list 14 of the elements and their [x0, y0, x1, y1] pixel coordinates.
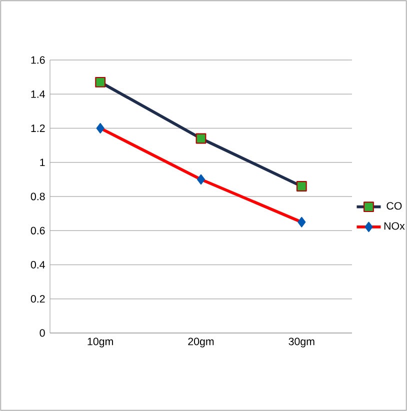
- x-tick-label: 10gm: [88, 338, 113, 348]
- y-tick-label: 1.2: [31, 124, 45, 132]
- x-tick-label: 20gm: [188, 338, 214, 348]
- y-tick-label: 1: [40, 158, 45, 166]
- x-tick-label: 30gm: [288, 338, 314, 348]
- legend-label: CO: [386, 202, 402, 210]
- legend-label: NOx: [384, 222, 405, 230]
- y-tick-label: 0.2: [30, 295, 45, 303]
- y-tick-label: 0: [40, 329, 45, 337]
- y-tick-label: 1.4: [31, 90, 45, 98]
- y-tick-label: 1.6: [31, 56, 45, 64]
- y-tick-label: 0.6: [30, 226, 45, 234]
- y-tick-label: 0.8: [30, 192, 45, 200]
- y-tick-label: 0.4: [30, 260, 45, 269]
